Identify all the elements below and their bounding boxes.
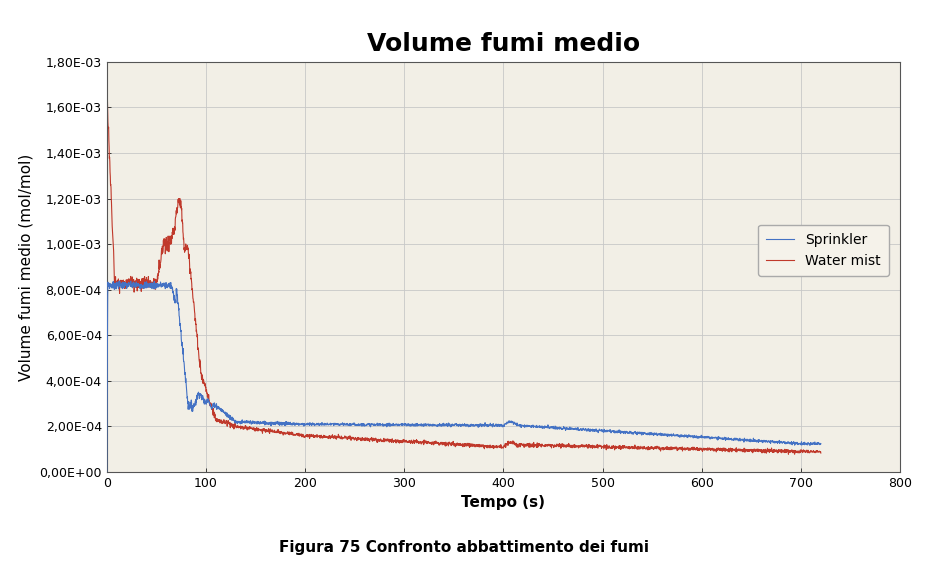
Sprinkler bbox=[406, 421, 417, 428]
Sprinkler bbox=[101, 469, 112, 475]
Water mist bbox=[102, 97, 113, 103]
Water mist bbox=[815, 450, 826, 456]
X-axis label: Tempo (s): Tempo (s) bbox=[461, 496, 545, 510]
Sprinkler bbox=[724, 436, 735, 442]
Title: Volume fumi medio: Volume fumi medio bbox=[366, 31, 640, 56]
Water mist bbox=[801, 448, 812, 455]
Y-axis label: Volume fumi medio (mol/mol): Volume fumi medio (mol/mol) bbox=[19, 153, 33, 380]
Sprinkler bbox=[225, 416, 236, 423]
Water mist bbox=[225, 420, 236, 427]
Sprinkler bbox=[183, 403, 194, 410]
Water mist bbox=[724, 446, 735, 453]
Sprinkler bbox=[801, 440, 812, 447]
Water mist bbox=[183, 250, 194, 257]
Water mist bbox=[782, 451, 794, 457]
Sprinkler bbox=[815, 440, 826, 447]
Legend: Sprinkler, Water mist: Sprinkler, Water mist bbox=[757, 225, 888, 277]
Line: Water mist: Water mist bbox=[107, 100, 820, 454]
Water mist bbox=[375, 436, 386, 443]
Line: Sprinkler: Sprinkler bbox=[107, 281, 820, 472]
Water mist bbox=[406, 438, 417, 445]
Sprinkler bbox=[125, 278, 136, 284]
Text: Figura 75 Confronto abbattimento dei fumi: Figura 75 Confronto abbattimento dei fum… bbox=[279, 541, 648, 555]
Sprinkler bbox=[375, 421, 386, 428]
Water mist bbox=[101, 97, 112, 104]
